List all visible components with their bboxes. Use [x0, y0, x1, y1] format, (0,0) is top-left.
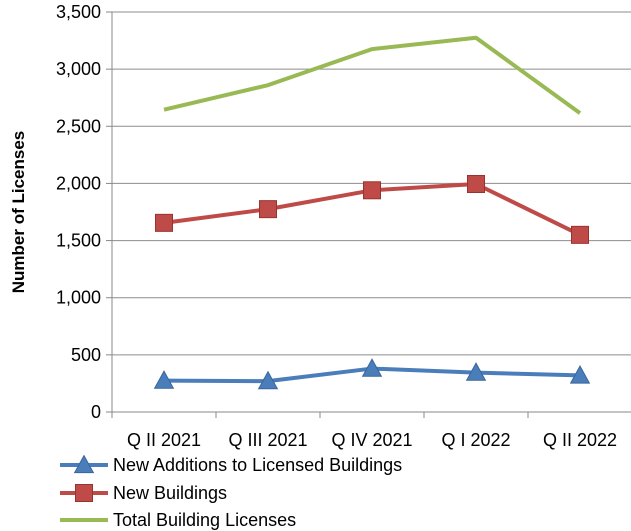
- x-tick-label: Q II 2022: [543, 430, 617, 450]
- legend-entry: New Buildings: [60, 483, 227, 503]
- square-marker: [155, 213, 173, 232]
- triangle-marker: [73, 454, 95, 474]
- x-tick-label: Q IV 2021: [331, 430, 412, 450]
- square-marker: [259, 200, 277, 219]
- triangle-marker: [569, 365, 591, 384]
- series-line: [163, 35, 582, 115]
- y-tick-labels: 0 500 1,000 1,500 2,000 2,500 3,000 3,500: [56, 2, 101, 422]
- legend-entry: New Additions to Licensed Buildings: [60, 454, 402, 475]
- x-tick-label: Q II 2021: [127, 430, 201, 450]
- y-tick-label: 0: [91, 402, 101, 422]
- triangle-marker: [153, 370, 175, 389]
- square-marker: [571, 225, 589, 244]
- square-marker: [75, 484, 93, 502]
- y-tick-label: 1,500: [56, 231, 101, 251]
- series-group: [153, 358, 591, 390]
- series-group: [155, 175, 589, 244]
- triangle-marker: [465, 362, 487, 381]
- legend-label: New Buildings: [113, 483, 227, 503]
- series-group: [163, 35, 582, 115]
- triangle-marker: [361, 358, 383, 377]
- x-tick-label: Q III 2021: [228, 430, 307, 450]
- legend-entry: Total Building Licenses: [60, 510, 296, 530]
- y-tick-label: 3,000: [56, 59, 101, 79]
- y-tick-label: 1,000: [56, 288, 101, 308]
- x-tick-label: Q I 2022: [441, 430, 510, 450]
- y-axis-title: Number of Licenses: [9, 131, 28, 294]
- legend: New Additions to Licensed Buildings New B…: [60, 454, 402, 530]
- triangle-marker: [257, 370, 279, 390]
- y-tick-label: 3,500: [56, 2, 101, 22]
- legend-label: New Additions to Licensed Buildings: [113, 455, 402, 475]
- square-marker: [467, 175, 485, 193]
- axes: [111, 12, 631, 413]
- x-tick-labels: Q II 2021 Q III 2021 Q IV 2021 Q I 2022 Q II…: [127, 430, 617, 450]
- series: [153, 35, 591, 390]
- legend-label: Total Building Licenses: [113, 510, 296, 530]
- gridlines: [106, 11, 631, 418]
- y-tick-label: 500: [71, 345, 101, 365]
- y-tick-label: 2,000: [56, 173, 101, 193]
- y-tick-label: 2,500: [56, 116, 101, 136]
- square-marker: [363, 181, 381, 200]
